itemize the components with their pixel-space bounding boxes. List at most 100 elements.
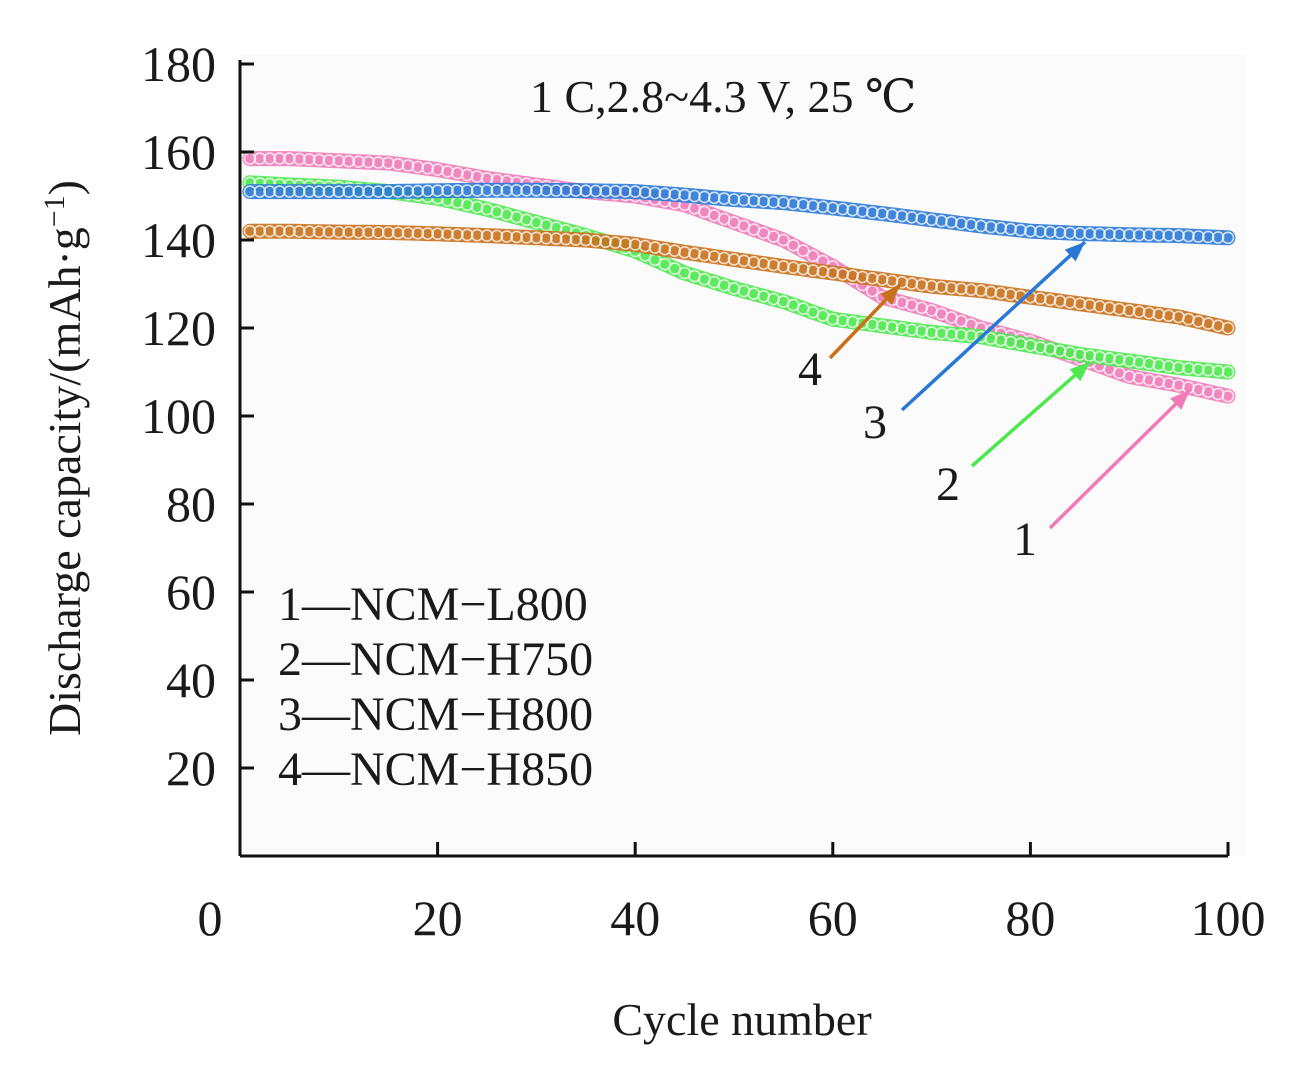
series-3-point [974,219,988,233]
series-3-point [332,185,346,198]
series-3-point [1024,224,1037,238]
series-3-point [589,184,603,198]
series-3-point [1182,229,1195,243]
series-2-point [1132,355,1146,369]
series-4-point [539,231,553,245]
series-3-point [342,185,356,198]
callout-3-arrowhead [1064,242,1085,262]
axes [238,60,1230,858]
series-3-point [1122,228,1136,241]
series-4-point [559,232,573,246]
series-3-point [411,184,425,198]
series-2-point [1093,350,1106,364]
legend: 1—NCM−L800 2—NCM−H750 3—NCM−H800 4—NCM−H… [278,578,593,796]
legend-entry-3: 3—NCM−H800 [278,688,593,741]
curve-label-1: 1 [1013,513,1037,566]
series-3-point [1103,227,1116,241]
series-4-point [599,235,612,249]
series-4-point [579,233,593,247]
series-4-point [737,254,751,268]
series-3-point [599,184,612,198]
series-3-point [816,200,830,214]
series-4-point [609,236,622,249]
callout-4: 4 [798,283,902,396]
series-3-point [1004,222,1017,236]
series-2-point [1182,362,1195,375]
series-3-point [391,185,405,198]
series-4-point [747,255,761,269]
series-4-point [945,281,958,295]
series-3-point [658,187,672,200]
series-3-point [865,206,879,219]
series-3-point [757,195,770,208]
y-tick-label: 160 [141,124,216,180]
series-1-point [371,156,385,169]
series-1-point [1221,389,1235,403]
series-3-point [312,185,326,198]
series-3-point [441,184,454,197]
series-3-point [1063,226,1077,240]
series-3-point [806,199,820,213]
series-1-point [273,152,286,165]
series-4-point [767,258,780,272]
series-4-point [470,228,484,242]
series-4-point [618,237,632,250]
x-tick-label: 40 [610,890,660,946]
series-4-point [292,225,306,238]
series-2-point [1221,365,1235,379]
series-4-point [1142,306,1156,320]
series-2-point [1083,349,1096,363]
series-2-point [846,315,859,329]
series-4-point [1132,305,1146,319]
series-4-point [865,271,879,285]
series-4-point [1162,309,1175,323]
series-4-point [451,228,464,241]
series-4 [242,223,1236,336]
series-1-point [283,152,296,165]
series-3-point [549,184,563,197]
series-3-point [362,185,375,198]
series-2-point [915,324,929,338]
series-4-point [490,229,504,243]
series-4-point [371,226,385,239]
series-2-point [994,333,1008,347]
series-4-point [1113,302,1126,316]
y-axis-title-sup: −1 [38,195,71,227]
series-3-point [1142,228,1156,242]
series-4-point [302,225,316,238]
callout-2-arrowhead [1069,362,1090,382]
series-4-point [757,257,770,270]
series-3-point [263,185,276,198]
series-1-point [352,155,365,168]
series-1-point [312,153,326,167]
series-1-point [253,152,267,165]
series-3-point [302,185,316,198]
series-3-point [1221,231,1235,245]
series-3-point [786,197,800,210]
series-4-point [1034,292,1047,305]
series-4-point [678,246,691,259]
y-axis-title-main: Discharge capacity/(mAh·g [39,227,90,736]
series-1-point [342,154,356,168]
series-3-point [253,185,267,198]
series-3-point [579,184,593,197]
legend-entry-2: 2—NCM−H750 [278,633,593,686]
curve-label-3: 3 [863,396,887,449]
series-3-point [984,220,998,234]
series-4-point [974,284,988,297]
series-4-point [707,250,721,263]
series-3-point [777,196,790,209]
series-2-point [895,322,909,335]
series-2-point [885,320,899,334]
series-3-point [569,184,583,197]
series-1-point [381,156,395,170]
series-3-point [717,192,731,205]
series-4-point [856,270,869,284]
series-4-point [342,225,356,239]
series-4-point [638,239,652,253]
series-1-point [451,166,464,180]
series-3-point [727,193,741,206]
series-3-point [421,184,435,198]
series-4-point [332,225,346,239]
